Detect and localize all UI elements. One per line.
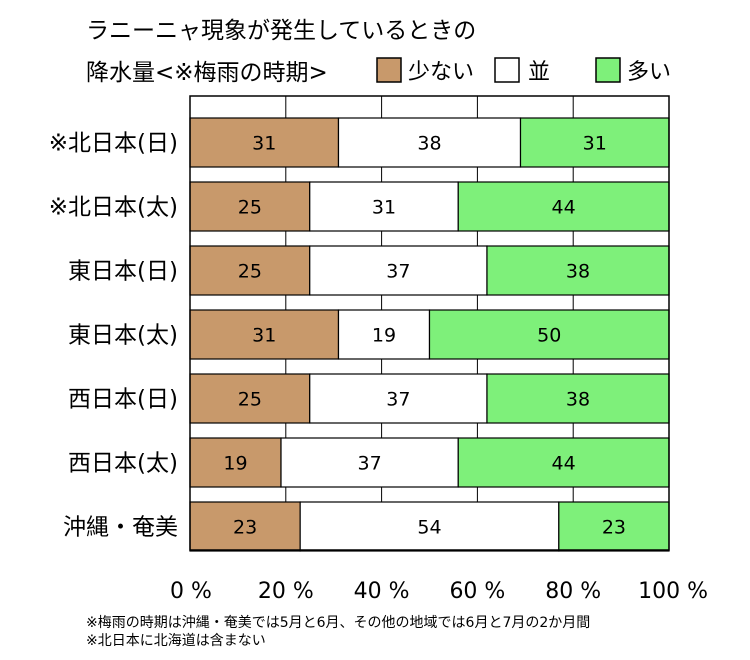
value-label-2-0: 25	[238, 261, 262, 283]
bar-4-1	[309, 373, 488, 424]
value-label-4-0: 25	[238, 389, 262, 411]
value-label-0-1: 38	[417, 133, 441, 155]
x-tick-label-2: 40 %	[354, 579, 410, 604]
bar-0-1	[337, 117, 522, 168]
bar-4-0	[189, 373, 311, 424]
bar-5-2	[457, 437, 670, 488]
category-label-4: 西日本(日)	[68, 387, 178, 413]
category-label-3: 東日本(太)	[68, 323, 178, 349]
legend-item-2: 多い	[595, 57, 671, 85]
bar-3-1	[337, 309, 431, 360]
value-label-3-2: 50	[537, 325, 561, 347]
footnote-2: ※北日本に北海道は含まない	[86, 633, 266, 649]
category-label-1: ※北日本(太)	[49, 195, 178, 221]
value-label-6-2: 23	[602, 517, 626, 539]
value-label-6-0: 23	[233, 517, 257, 539]
bar-1-2	[457, 181, 670, 232]
value-label-1-2: 44	[552, 197, 576, 219]
footnote-1: ※梅雨の時期は沖縄・奄美では5月と6月、その他の地域では6月と7月の2か月間	[86, 615, 590, 631]
bar-6-0	[189, 501, 301, 552]
legend: 少ない 並 多い	[376, 57, 671, 85]
x-tick-label-3: 60 %	[449, 579, 505, 604]
value-label-0-2: 31	[583, 133, 607, 155]
bar-0-2	[519, 117, 670, 168]
value-label-1-0: 25	[238, 197, 262, 219]
value-label-4-1: 37	[386, 389, 410, 411]
value-label-5-2: 44	[552, 453, 576, 475]
value-label-5-1: 37	[358, 453, 382, 475]
bar-6-2	[558, 501, 670, 552]
value-label-4-2: 38	[566, 389, 590, 411]
legend-item-1: 並	[494, 57, 550, 85]
legend-label-0: 少ない	[408, 60, 474, 85]
value-label-6-1: 54	[417, 517, 441, 539]
value-label-1-1: 31	[372, 197, 396, 219]
value-label-5-0: 19	[223, 453, 247, 475]
bars: 31 38 31 25 31 44 25 37 38 31 19 50 25 37 38 19 37 44 23 54…	[189, 117, 670, 552]
legend-label-1: 並	[528, 60, 550, 85]
x-tick-label-4: 80 %	[545, 579, 601, 604]
value-label-3-1: 19	[372, 325, 396, 347]
legend-swatch-1	[494, 57, 520, 83]
bar-3-2	[428, 309, 670, 360]
value-label-2-2: 38	[566, 261, 590, 283]
value-label-0-0: 31	[252, 133, 276, 155]
bar-0-0	[189, 117, 340, 168]
value-label-3-0: 31	[252, 325, 276, 347]
bar-3-0	[189, 309, 340, 360]
chart-title-line-1: ラニーニャ現象が発生しているときの	[86, 18, 476, 44]
category-labels: ※北日本(日) ※北日本(太) 東日本(日) 東日本(太) 西日本(日) 西日本(太) 沖縄…	[49, 131, 178, 541]
x-tick-labels: 0 % 20 % 40 % 60 % 80 % 100 %	[170, 579, 708, 604]
legend-swatch-0	[376, 57, 402, 83]
bar-1-1	[309, 181, 459, 232]
category-label-0: ※北日本(日)	[49, 131, 178, 157]
x-tick-label-1: 20 %	[258, 579, 314, 604]
plot-frame	[189, 95, 670, 551]
chart-title-line-2: 降水量<※梅雨の時期>	[86, 60, 328, 86]
category-label-2: 東日本(日)	[68, 259, 178, 285]
legend-swatch-2	[595, 57, 621, 83]
plot-area: 31 38 31 25 31 44 25 37 38 31 19 50 25 37 38 19 37 44 23 54…	[49, 95, 708, 604]
bar-6-1	[299, 501, 560, 552]
category-label-6: 沖縄・奄美	[63, 515, 178, 541]
value-label-2-1: 37	[386, 261, 410, 283]
legend-label-2: 多い	[627, 60, 671, 85]
x-tick-label-5: 100 %	[638, 579, 708, 604]
bar-2-2	[486, 245, 670, 296]
category-label-5: 西日本(太)	[68, 451, 178, 477]
x-tick-label-0: 0 %	[170, 579, 212, 604]
legend-item-0: 少ない	[376, 57, 474, 85]
